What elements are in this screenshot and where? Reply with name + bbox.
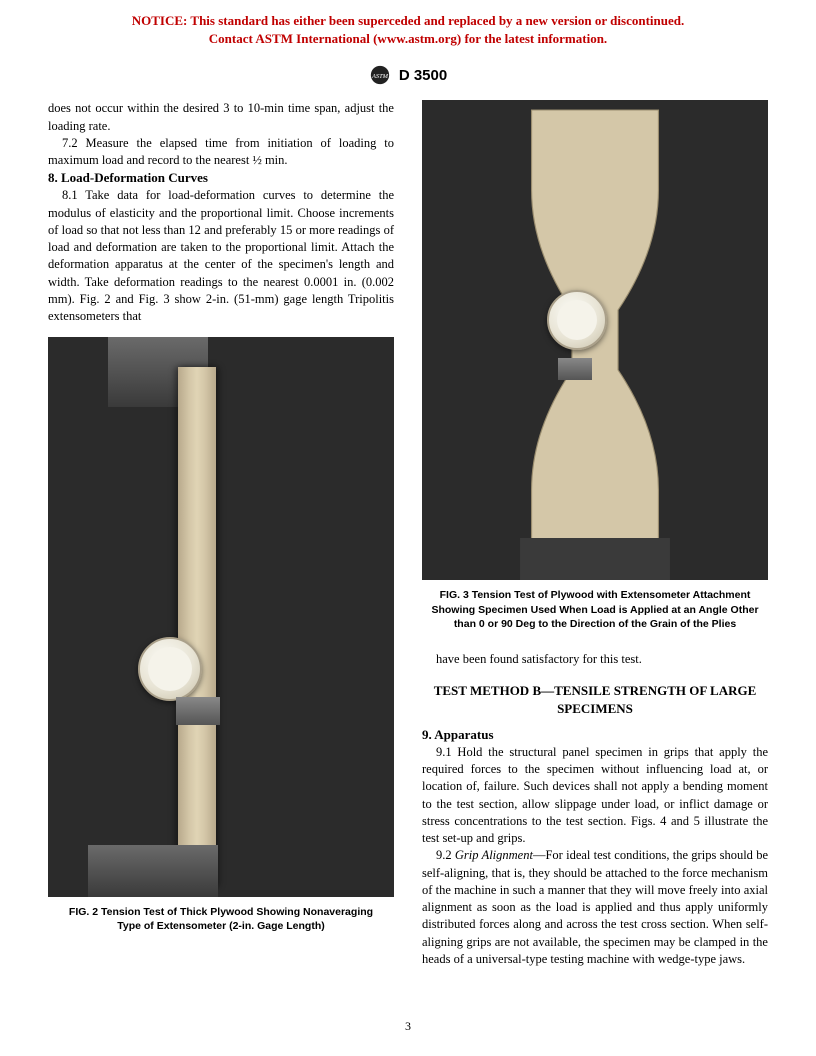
section-9-title: 9. Apparatus bbox=[422, 726, 768, 744]
figure-2-image bbox=[48, 337, 394, 897]
right-column: FIG. 3 Tension Test of Plywood with Exte… bbox=[422, 100, 768, 968]
section-8-title: 8. Load-Deformation Curves bbox=[48, 169, 394, 187]
standard-id: D 3500 bbox=[399, 67, 447, 84]
page-number: 3 bbox=[0, 1019, 816, 1034]
continuation-text-2: have been found satisfactory for this te… bbox=[422, 651, 768, 668]
section-9-2-italic: Grip Alignment bbox=[455, 848, 533, 862]
section-9-1: 9.1 Hold the structural panel specimen i… bbox=[422, 744, 768, 848]
svg-text:ASTM: ASTM bbox=[371, 73, 389, 80]
notice-banner: NOTICE: This standard has either been su… bbox=[0, 0, 816, 54]
figure-3-caption: FIG. 3 Tension Test of Plywood with Exte… bbox=[430, 588, 760, 631]
astm-logo-icon: ASTM bbox=[369, 64, 391, 86]
continuation-text: does not occur within the desired 3 to 1… bbox=[48, 100, 394, 135]
section-9-2: 9.2 Grip Alignment—For ideal test condit… bbox=[422, 847, 768, 968]
document-header: ASTM D 3500 bbox=[0, 64, 816, 86]
section-8-1: 8.1 Take data for load-deformation curve… bbox=[48, 187, 394, 325]
section-7-2: 7.2 Measure the elapsed time from initia… bbox=[48, 135, 394, 170]
left-column: does not occur within the desired 3 to 1… bbox=[48, 100, 394, 968]
figure-2-caption: FIG. 2 Tension Test of Thick Plywood Sho… bbox=[56, 905, 386, 933]
notice-line-2: Contact ASTM International (www.astm.org… bbox=[40, 30, 776, 48]
test-method-b-title: TEST METHOD B—TENSILE STRENGTH OF LARGE … bbox=[422, 682, 768, 718]
two-column-layout: does not occur within the desired 3 to 1… bbox=[0, 100, 816, 968]
notice-line-1: NOTICE: This standard has either been su… bbox=[40, 12, 776, 30]
figure-3-image bbox=[422, 100, 768, 580]
section-9-2-number: 9.2 bbox=[436, 848, 455, 862]
section-9-2-body: —For ideal test conditions, the grips sh… bbox=[422, 848, 768, 966]
